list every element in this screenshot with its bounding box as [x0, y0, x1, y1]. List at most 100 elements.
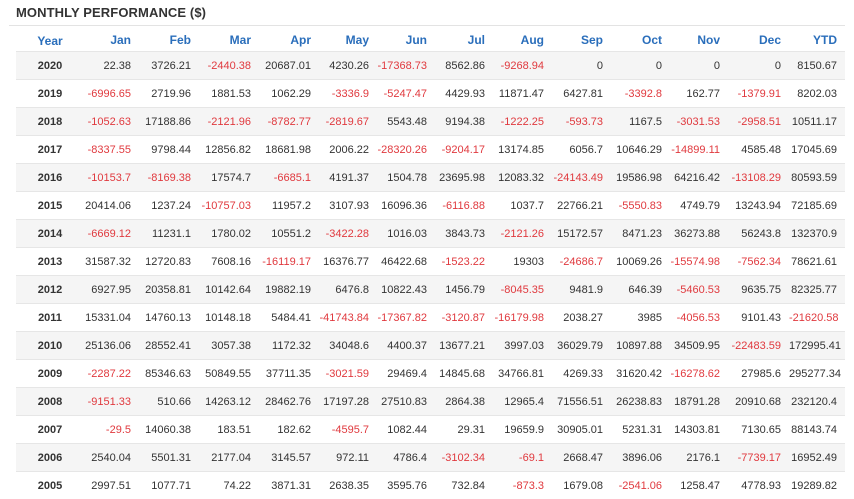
value-cell: 10551.2 [259, 220, 319, 248]
value-cell: 17045.69 [789, 136, 845, 164]
value-cell: 10646.29 [611, 136, 670, 164]
value-cell: 14303.81 [670, 416, 728, 444]
value-cell: 20910.68 [728, 388, 789, 416]
value-cell: 20358.81 [139, 276, 199, 304]
value-cell: -5247.47 [377, 80, 435, 108]
value-cell: -3422.28 [319, 220, 377, 248]
value-cell: 972.11 [319, 444, 377, 472]
value-cell: 172995.41 [789, 332, 845, 360]
value-cell: 3726.21 [139, 52, 199, 80]
year-cell: 2011 [16, 304, 84, 332]
value-cell: -22483.59 [728, 332, 789, 360]
value-cell: 4786.4 [377, 444, 435, 472]
value-cell: 18681.98 [259, 136, 319, 164]
value-cell: 9798.44 [139, 136, 199, 164]
value-cell: 15172.57 [552, 220, 611, 248]
value-cell: 1258.47 [670, 472, 728, 499]
value-cell: 26238.83 [611, 388, 670, 416]
year-cell: 2007 [16, 416, 84, 444]
value-cell: 10148.18 [199, 304, 259, 332]
value-cell: 6056.7 [552, 136, 611, 164]
value-cell: -5460.53 [670, 276, 728, 304]
value-cell: 19289.82 [789, 472, 845, 499]
column-header-jul: Jul [435, 31, 493, 52]
year-cell: 2013 [16, 248, 84, 276]
value-cell: -9204.17 [435, 136, 493, 164]
value-cell: 10142.64 [199, 276, 259, 304]
value-cell: -10757.03 [199, 192, 259, 220]
column-header-aug: Aug [493, 31, 552, 52]
value-cell: 80593.59 [789, 164, 845, 192]
column-header-ytd: YTD [789, 31, 845, 52]
value-cell: 0 [552, 52, 611, 80]
value-cell: -21620.58 [789, 304, 845, 332]
value-cell: 732.84 [435, 472, 493, 499]
value-cell: 5543.48 [377, 108, 435, 136]
value-cell: 27985.6 [728, 360, 789, 388]
value-cell: 232120.4 [789, 388, 845, 416]
value-cell: 28462.76 [259, 388, 319, 416]
value-cell: 13243.94 [728, 192, 789, 220]
value-cell: 7608.16 [199, 248, 259, 276]
value-cell: 3595.76 [377, 472, 435, 499]
value-cell: 13677.21 [435, 332, 493, 360]
value-cell: 36273.88 [670, 220, 728, 248]
value-cell: 1077.71 [139, 472, 199, 499]
column-header-mar: Mar [199, 31, 259, 52]
year-cell: 2014 [16, 220, 84, 248]
value-cell: 10069.26 [611, 248, 670, 276]
value-cell: 16376.77 [319, 248, 377, 276]
value-cell: -1052.63 [84, 108, 139, 136]
value-cell: -8045.35 [493, 276, 552, 304]
value-cell: 1167.5 [611, 108, 670, 136]
value-cell: -3392.8 [611, 80, 670, 108]
value-cell: 31587.32 [84, 248, 139, 276]
value-cell: 18791.28 [670, 388, 728, 416]
value-cell: 22766.21 [552, 192, 611, 220]
value-cell: 46422.68 [377, 248, 435, 276]
column-header-oct: Oct [611, 31, 670, 52]
value-cell: -4056.53 [670, 304, 728, 332]
value-cell: 5501.31 [139, 444, 199, 472]
value-cell: 2006.22 [319, 136, 377, 164]
value-cell: -28320.26 [377, 136, 435, 164]
value-cell: 71556.51 [552, 388, 611, 416]
value-cell: 5484.41 [259, 304, 319, 332]
year-cell: 2017 [16, 136, 84, 164]
value-cell: -24143.49 [552, 164, 611, 192]
value-cell: -16278.62 [670, 360, 728, 388]
value-cell: -2440.38 [199, 52, 259, 80]
value-cell: 8202.03 [789, 80, 845, 108]
value-cell: 5231.31 [611, 416, 670, 444]
value-cell: 3985 [611, 304, 670, 332]
value-cell: 183.51 [199, 416, 259, 444]
year-cell: 2005 [16, 472, 84, 499]
value-cell: -29.5 [84, 416, 139, 444]
value-cell: 64216.42 [670, 164, 728, 192]
value-cell: 0 [611, 52, 670, 80]
value-cell: -8337.55 [84, 136, 139, 164]
value-cell: 1504.78 [377, 164, 435, 192]
year-cell: 2006 [16, 444, 84, 472]
value-cell: 23695.98 [435, 164, 493, 192]
value-cell: -3120.87 [435, 304, 493, 332]
value-cell: 14760.13 [139, 304, 199, 332]
column-header-jan: Jan [84, 31, 139, 52]
value-cell: 1062.29 [259, 80, 319, 108]
value-cell: -3336.9 [319, 80, 377, 108]
value-cell: 2864.38 [435, 388, 493, 416]
value-cell: 17197.28 [319, 388, 377, 416]
value-cell: 19303 [493, 248, 552, 276]
value-cell: 4400.37 [377, 332, 435, 360]
column-header-year: Year [16, 31, 84, 52]
value-cell: 4230.26 [319, 52, 377, 80]
value-cell: -17368.73 [377, 52, 435, 80]
value-cell: -14899.11 [670, 136, 728, 164]
value-cell: 2540.04 [84, 444, 139, 472]
value-cell: 4585.48 [728, 136, 789, 164]
value-cell: 37711.35 [259, 360, 319, 388]
